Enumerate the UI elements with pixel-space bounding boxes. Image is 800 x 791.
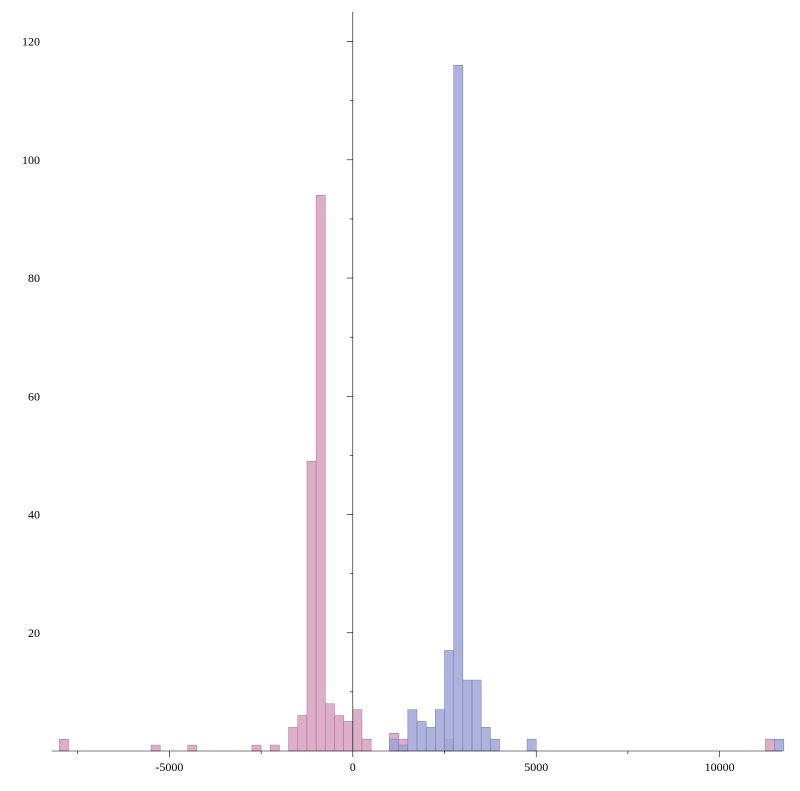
bar [59, 739, 68, 751]
y-tick-label: 80 [28, 271, 40, 285]
bar [775, 739, 784, 751]
bar [481, 727, 490, 751]
chart-svg: -5000 0 5000 10000 20 40 60 80 100 120 [0, 0, 800, 791]
bar [334, 716, 343, 751]
bar [399, 745, 408, 751]
y-tick-label: 20 [28, 626, 40, 640]
y-tick-label: 100 [22, 153, 40, 167]
x-tick-label: -5000 [155, 760, 183, 774]
bar [307, 461, 316, 751]
bar [490, 739, 499, 751]
bar [316, 195, 325, 751]
bar [454, 65, 463, 751]
bar [417, 721, 426, 751]
bar [289, 727, 298, 751]
bar [298, 716, 307, 751]
bar [472, 680, 481, 751]
bar [463, 680, 472, 751]
bar [426, 727, 435, 751]
bar [445, 650, 454, 751]
y-tick-label: 60 [28, 389, 40, 403]
bar [252, 745, 261, 751]
bar [765, 739, 774, 751]
bar [270, 745, 279, 751]
x-tick-label: 0 [350, 760, 356, 774]
bar [435, 710, 444, 751]
x-tick-label: 5000 [524, 760, 548, 774]
bar [527, 739, 536, 751]
plot-background [0, 0, 800, 791]
bar [408, 710, 417, 751]
bar [362, 739, 371, 751]
x-tick-label: 10000 [705, 760, 735, 774]
bar [353, 710, 362, 751]
bar [344, 721, 353, 751]
y-tick-label: 120 [22, 35, 40, 49]
y-tick-label: 40 [28, 508, 40, 522]
bar [389, 739, 398, 751]
bar [188, 745, 197, 751]
histogram-chart: -5000 0 5000 10000 20 40 60 80 100 120 [0, 0, 800, 791]
bar [325, 704, 334, 751]
bar [151, 745, 160, 751]
